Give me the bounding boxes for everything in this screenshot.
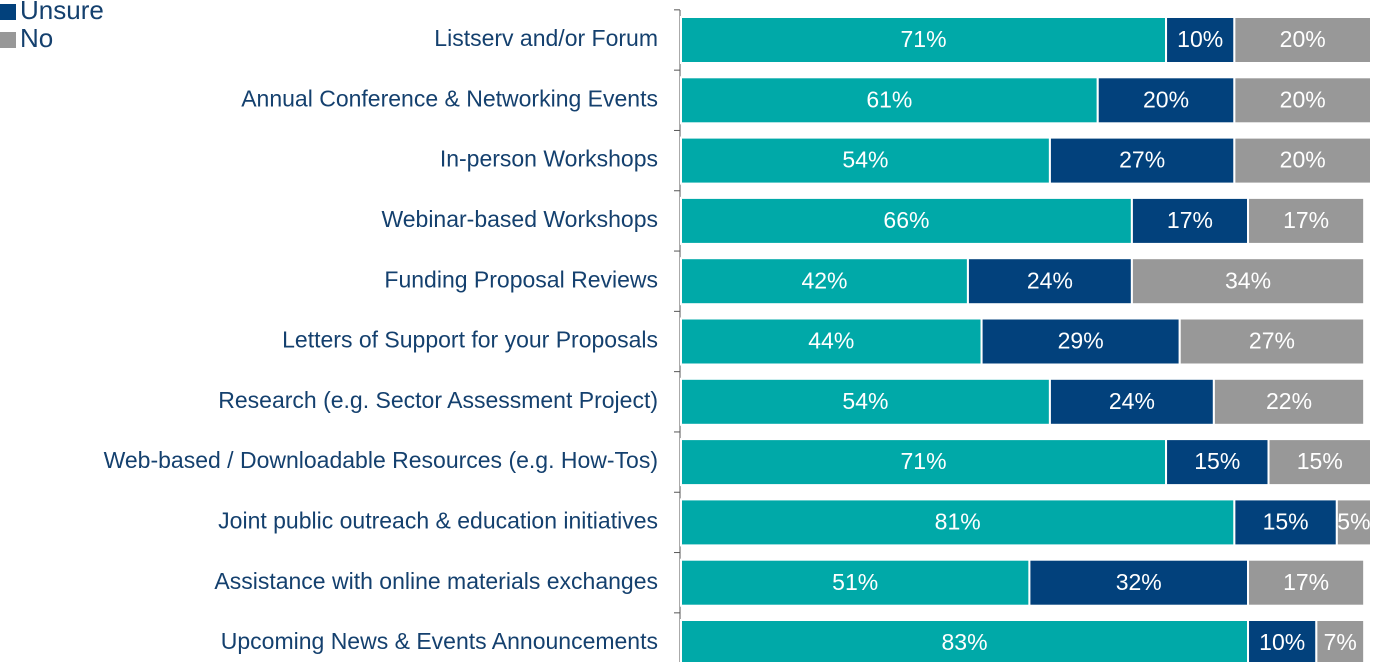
data-label: 10%	[1259, 629, 1305, 655]
data-label: 83%	[941, 629, 987, 655]
data-label: 29%	[1058, 328, 1104, 354]
data-label: 20%	[1280, 86, 1326, 112]
data-label: 15%	[1263, 508, 1309, 534]
data-label: 54%	[842, 147, 888, 173]
data-label: 81%	[935, 508, 981, 534]
category-label: Annual Conference & Networking Events	[241, 85, 658, 111]
data-label: 34%	[1225, 267, 1271, 293]
legend-label: No	[20, 23, 53, 53]
data-label: 66%	[883, 207, 929, 233]
bar-segment	[1165, 438, 1270, 487]
data-label: 42%	[801, 267, 847, 293]
bar-segment	[1048, 377, 1215, 426]
bar-segment	[1335, 498, 1372, 547]
bar-segment	[1267, 438, 1373, 487]
bar-segment	[1212, 377, 1366, 426]
data-label: 54%	[842, 388, 888, 414]
category-label: Assistance with online materials exchang…	[214, 568, 658, 594]
bar-segment	[1130, 196, 1250, 245]
legend-swatch	[0, 32, 16, 48]
data-label: 51%	[832, 569, 878, 595]
category-label: Upcoming News & Events Announcements	[221, 628, 658, 654]
bar-segment	[1233, 16, 1372, 64]
data-label: 44%	[808, 328, 854, 354]
bar-segment	[680, 438, 1168, 487]
data-label: 17%	[1167, 207, 1213, 233]
bar-segment	[1233, 498, 1338, 547]
data-label: 22%	[1266, 388, 1312, 414]
data-label: 17%	[1283, 569, 1329, 595]
bar-segment	[680, 76, 1099, 125]
bar-segment	[1178, 317, 1366, 366]
category-label: Listserv and/or Forum	[434, 25, 658, 51]
bar-segment	[1130, 257, 1366, 306]
category-label: Funding Proposal Reviews	[384, 266, 658, 292]
category-label: Joint public outreach & education initia…	[218, 507, 658, 533]
data-label: 10%	[1177, 26, 1223, 52]
data-label: 17%	[1283, 207, 1329, 233]
data-label: 61%	[866, 86, 912, 112]
data-label: 71%	[901, 26, 947, 52]
category-label: Web-based / Downloadable Resources (e.g.…	[104, 447, 658, 473]
data-label: 15%	[1297, 448, 1343, 474]
data-label: 20%	[1143, 86, 1189, 112]
bar-segment	[1233, 136, 1372, 185]
data-label: 20%	[1280, 147, 1326, 173]
bar-segment	[1315, 619, 1366, 662]
data-label: 24%	[1109, 388, 1155, 414]
legend-label: Unsure	[20, 0, 104, 25]
bar-segment	[1247, 558, 1366, 607]
data-label: 27%	[1249, 328, 1295, 354]
data-label: 24%	[1027, 267, 1073, 293]
bar-segment	[966, 257, 1133, 306]
data-label: 32%	[1116, 569, 1162, 595]
bar-segment	[680, 498, 1236, 547]
data-label: 7%	[1324, 629, 1357, 655]
data-label: 15%	[1194, 448, 1240, 474]
category-label: Letters of Support for your Proposals	[282, 327, 658, 353]
data-label: 5%	[1337, 508, 1370, 534]
bar-segment	[680, 377, 1051, 426]
data-label: 27%	[1119, 147, 1165, 173]
bar-segment	[980, 317, 1181, 366]
bar-segment	[1096, 76, 1236, 125]
bar-segment	[1247, 196, 1366, 245]
bar-segment	[680, 257, 969, 306]
bar-segment	[1233, 76, 1372, 125]
data-label: 20%	[1280, 26, 1326, 52]
bar-segment	[680, 619, 1250, 662]
data-label: 71%	[901, 448, 947, 474]
legend-swatch	[0, 4, 16, 20]
category-label: Webinar-based Workshops	[381, 206, 658, 232]
category-label: In-person Workshops	[440, 146, 658, 172]
category-label: Research (e.g. Sector Assessment Project…	[218, 387, 658, 413]
bar-segment	[680, 317, 983, 366]
bar-segment	[1028, 558, 1250, 607]
